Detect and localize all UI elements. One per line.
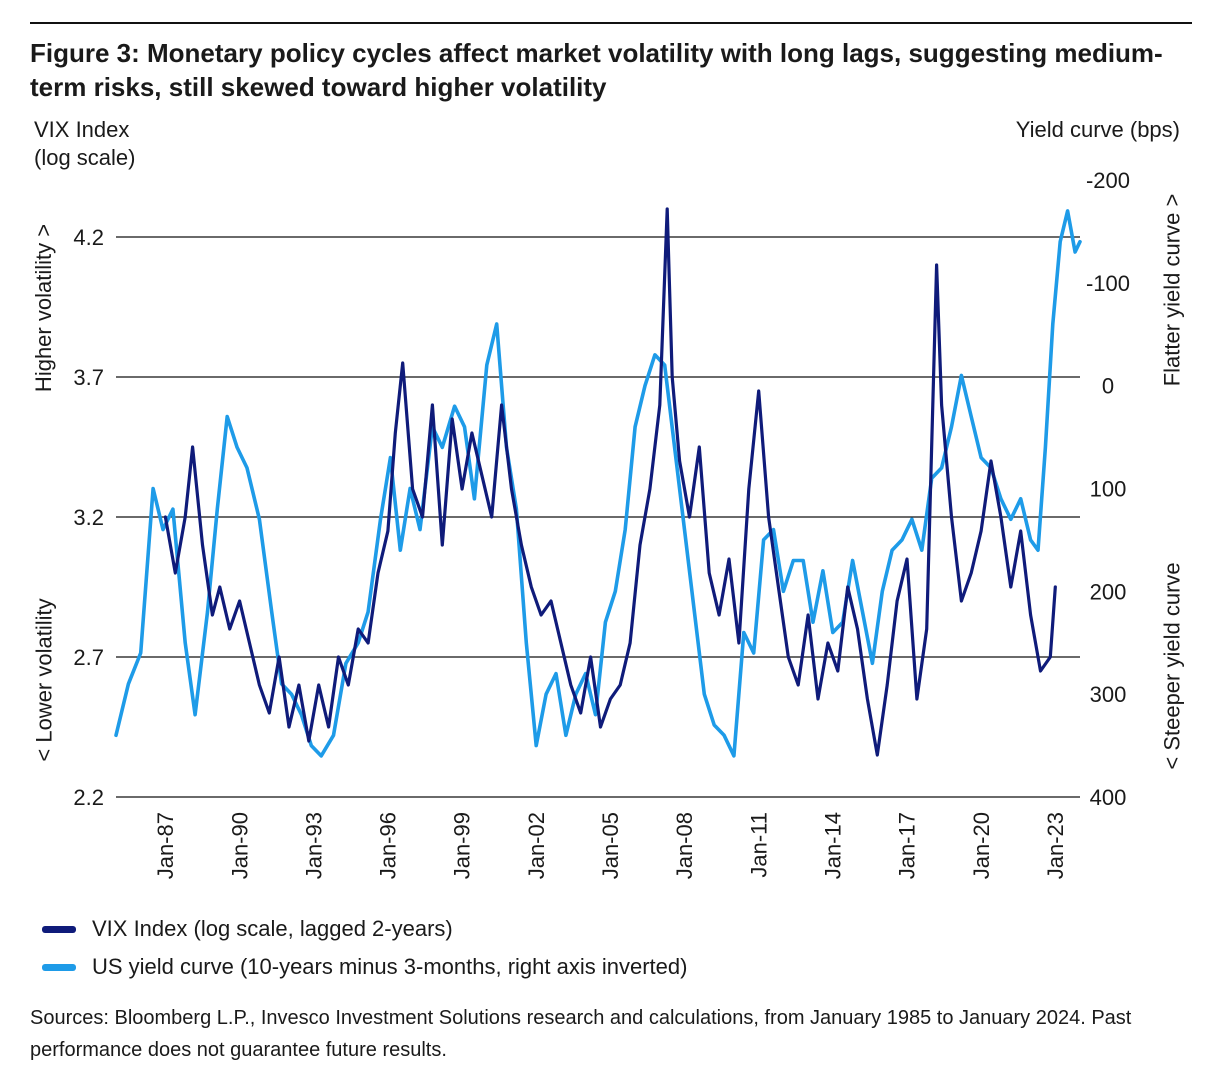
x-tick-label: Jan-23 [1043, 812, 1068, 879]
left-axis-title-line2: (log scale) [34, 145, 136, 170]
left-tick-label: 2.7 [73, 645, 104, 670]
right-tick-label: 200 [1090, 579, 1127, 604]
right-tick-label: -200 [1086, 168, 1130, 193]
left-tick-label: 3.7 [73, 365, 104, 390]
source-note: Sources: Bloomberg L.P., Invesco Investm… [30, 1007, 1132, 1061]
right-tick-label: 300 [1090, 682, 1127, 707]
x-tick-label: Jan-08 [672, 812, 697, 879]
left-tick-label: 3.2 [73, 505, 104, 530]
legend-swatch-vix [42, 925, 76, 933]
x-tick-label: Jan-02 [524, 812, 549, 879]
vix-series-line [163, 207, 1057, 757]
x-tick-label: Jan-17 [895, 812, 920, 879]
right-tick-label: -100 [1086, 271, 1130, 296]
legend-swatch-yield [42, 963, 76, 971]
yield-curve-series-line [114, 209, 1082, 758]
x-tick-label: Jan-11 [746, 812, 771, 878]
chart-title: Figure 3: Monetary policy cycles affect … [30, 38, 1163, 102]
left-axis-title-line1: VIX Index [34, 117, 130, 142]
legend-label-vix: VIX Index (log scale, lagged 2-years) [92, 916, 453, 941]
x-tick-label: Jan-14 [821, 812, 846, 879]
x-tick-label: Jan-87 [153, 812, 178, 879]
x-tick-label: Jan-90 [227, 812, 252, 879]
right-axis-title: Yield curve (bps) [1015, 117, 1180, 142]
x-tick-label: Jan-96 [376, 812, 401, 879]
left-axis-title: VIX Index (log scale) [34, 116, 135, 172]
x-tick-label: Jan-20 [969, 812, 994, 879]
right-tick-label: 0 [1102, 374, 1114, 399]
legend-item-vix: VIX Index (log scale, lagged 2-years) [42, 910, 687, 948]
x-tick-label: Jan-05 [598, 812, 623, 879]
legend: VIX Index (log scale, lagged 2-years) US… [42, 910, 687, 986]
legend-item-yield: US yield curve (10-years minus 3-months,… [42, 948, 687, 986]
right-tick-label: 400 [1090, 785, 1127, 810]
x-tick-label: Jan-93 [301, 812, 326, 879]
top-rule [30, 22, 1192, 24]
left-tick-label: 2.2 [73, 785, 104, 810]
left-tick-label: 4.2 [73, 225, 104, 250]
legend-label-yield: US yield curve (10-years minus 3-months,… [92, 954, 688, 979]
x-tick-label: Jan-99 [450, 812, 475, 879]
right-tick-label: 100 [1090, 477, 1127, 502]
